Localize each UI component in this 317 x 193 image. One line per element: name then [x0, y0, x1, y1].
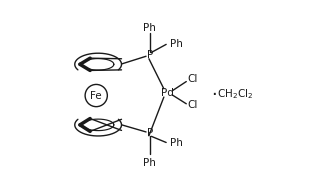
Text: Ph: Ph: [170, 138, 183, 148]
Text: P: P: [147, 50, 153, 60]
Text: ·: ·: [211, 85, 217, 104]
Text: Ph: Ph: [143, 158, 156, 168]
Text: Pd: Pd: [161, 88, 174, 98]
Text: CH$_2$Cl$_2$: CH$_2$Cl$_2$: [217, 88, 253, 102]
Text: Cl: Cl: [187, 74, 197, 84]
Text: Ph: Ph: [170, 39, 183, 49]
Text: Cl: Cl: [187, 100, 197, 110]
Text: P: P: [147, 128, 153, 138]
Text: Fe: Fe: [90, 91, 102, 101]
Text: Ph: Ph: [143, 24, 156, 33]
